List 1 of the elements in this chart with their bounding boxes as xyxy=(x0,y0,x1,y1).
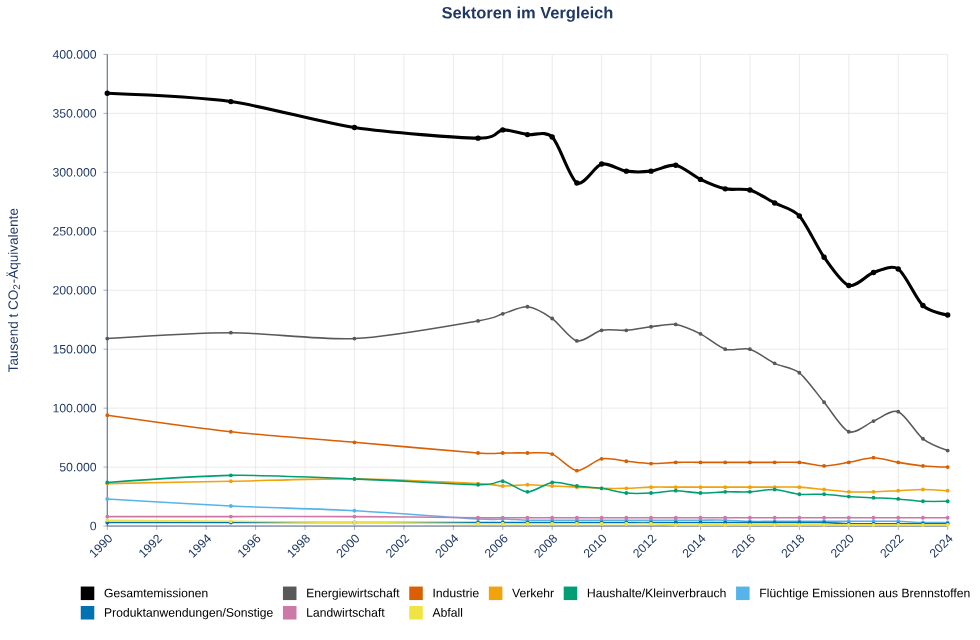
chart-title: Sektoren im Vergleich xyxy=(442,6,613,22)
